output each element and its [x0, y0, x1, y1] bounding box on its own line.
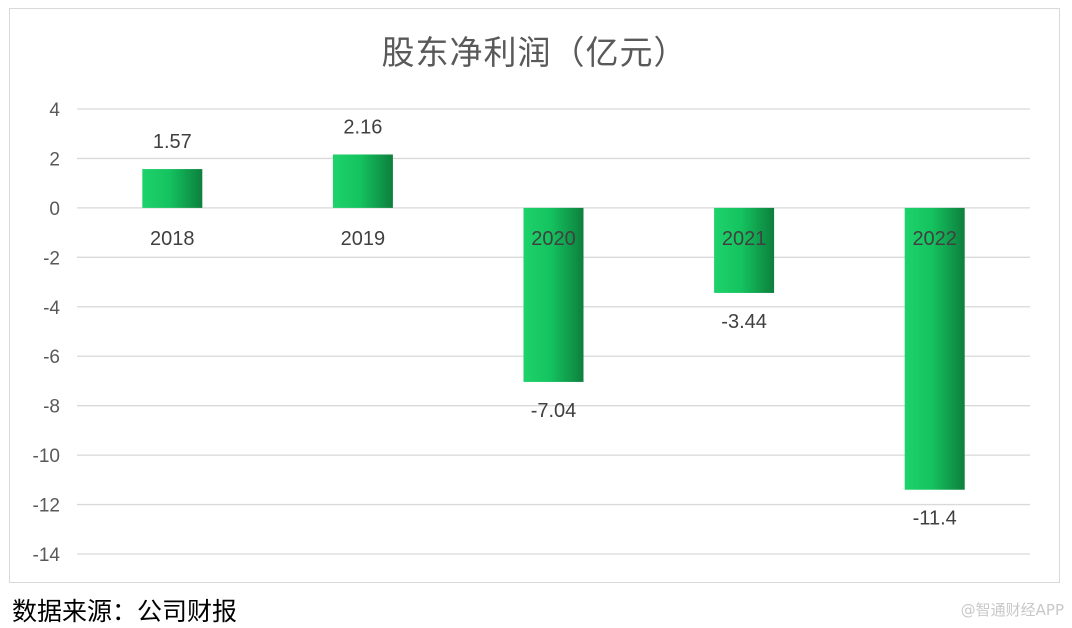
watermark: @智通财经APP [960, 601, 1064, 619]
y-tick-label: -6 [43, 347, 60, 368]
y-tick-label: 4 [49, 100, 60, 121]
x-tick-label: 2019 [341, 228, 386, 250]
x-tick-label: 2020 [531, 228, 576, 250]
data-label: -11.4 [913, 508, 957, 530]
labels: 2018 1.57 2019 2.16 2020 -7.04 2021 -3.44 2022 -1… [150, 116, 957, 529]
y-tick-label: -14 [33, 545, 61, 566]
data-label: 1.57 [153, 131, 192, 153]
source-note: 数据来源：公司财报 [12, 597, 238, 626]
bar [714, 207, 775, 293]
data-label: -3.44 [721, 311, 767, 333]
x-tick-label: 2022 [912, 228, 957, 250]
y-tick-label: 2 [49, 149, 60, 170]
y-tick-label: 0 [49, 199, 60, 220]
y-tick-label: -4 [43, 298, 60, 319]
chart-title: 股东净利润（亿元） [381, 33, 688, 72]
y-tick-label: -2 [43, 248, 60, 269]
y-tick-label: -10 [33, 446, 60, 467]
x-tick-label: 2018 [150, 228, 195, 250]
bar [142, 169, 203, 208]
bar [904, 207, 965, 490]
y-tick-label: -8 [43, 397, 60, 418]
bar [523, 207, 584, 382]
y-tick-label: -12 [33, 496, 60, 517]
bar [332, 154, 393, 208]
x-tick-label: 2021 [722, 228, 767, 250]
data-label: -7.04 [531, 400, 577, 422]
y-axis-ticks: 4 2 0 -2 -4 -6 -8 -10 -12 -14 [33, 100, 61, 566]
data-label: 2.16 [343, 116, 382, 138]
bars [142, 154, 965, 490]
